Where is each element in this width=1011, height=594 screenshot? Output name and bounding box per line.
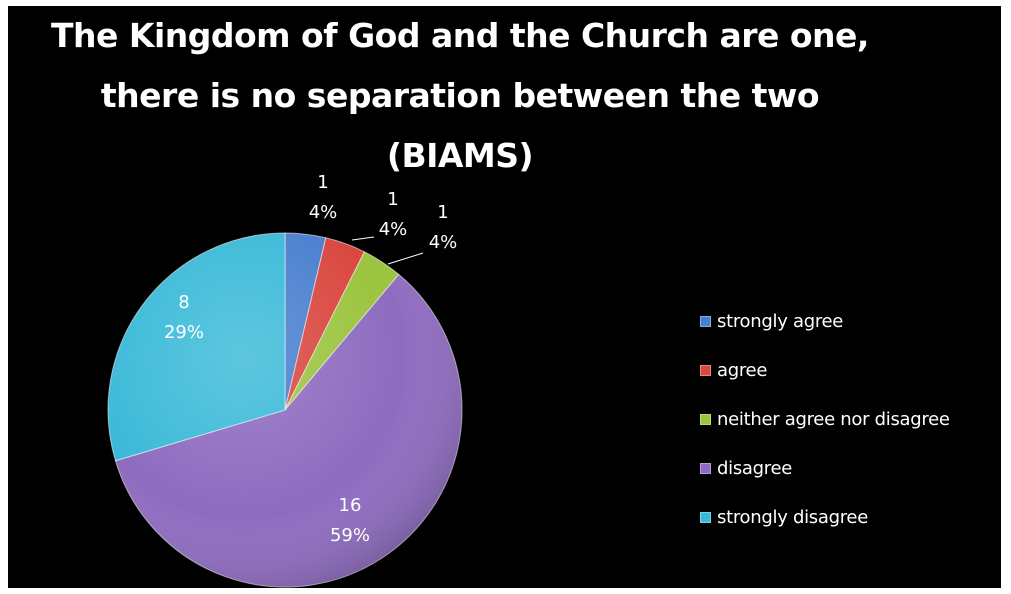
legend-swatch-disagree bbox=[700, 463, 711, 474]
legend-swatch-strongly-disagree bbox=[700, 512, 711, 523]
legend-swatch-agree bbox=[700, 365, 711, 376]
data-label-percent-neither-agree-nor-disagree: 4% bbox=[429, 232, 458, 253]
legend-item-strongly-agree: strongly agree bbox=[700, 297, 1005, 346]
chart-title-line-3: (BIAMS) bbox=[386, 136, 534, 175]
legend-item-agree: agree bbox=[700, 346, 1005, 395]
legend-label-disagree: disagree bbox=[717, 458, 793, 479]
chart-title: The Kingdom of God and the Church are on… bbox=[0, 6, 920, 186]
data-label-value-agree: 1 bbox=[387, 189, 398, 210]
data-label-percent-strongly-agree: 4% bbox=[309, 202, 338, 223]
legend-label-strongly-agree: strongly agree bbox=[717, 311, 844, 332]
data-label-percent-agree: 4% bbox=[379, 219, 408, 240]
data-label-percent-strongly-disagree: 29% bbox=[164, 322, 204, 343]
legend-item-disagree: disagree bbox=[700, 444, 1005, 493]
data-label-value-strongly-disagree: 8 bbox=[178, 292, 189, 313]
data-label-value-strongly-agree: 1 bbox=[317, 172, 328, 193]
data-label-value-neither-agree-nor-disagree: 1 bbox=[437, 202, 448, 223]
legend-item-neither: neither agree nor disagree bbox=[700, 395, 1005, 444]
leader-line-agree bbox=[351, 236, 375, 241]
legend: strongly agree agree neither agree nor d… bbox=[700, 297, 1005, 542]
chart-title-line-1: The Kingdom of God and the Church are on… bbox=[51, 16, 869, 55]
legend-label-neither: neither agree nor disagree bbox=[717, 409, 950, 430]
leader-line-neither-agree-nor-disagree bbox=[387, 252, 424, 265]
legend-swatch-strongly-agree bbox=[700, 316, 711, 327]
chart-title-line-2: there is no separation between the two bbox=[100, 76, 820, 115]
legend-label-strongly-disagree: strongly disagree bbox=[717, 507, 868, 528]
data-label-percent-disagree: 59% bbox=[330, 525, 370, 546]
data-label-value-disagree: 16 bbox=[339, 495, 362, 516]
legend-label-agree: agree bbox=[717, 360, 768, 381]
legend-item-strongly-disagree: strongly disagree bbox=[700, 493, 1005, 542]
legend-swatch-neither bbox=[700, 414, 711, 425]
